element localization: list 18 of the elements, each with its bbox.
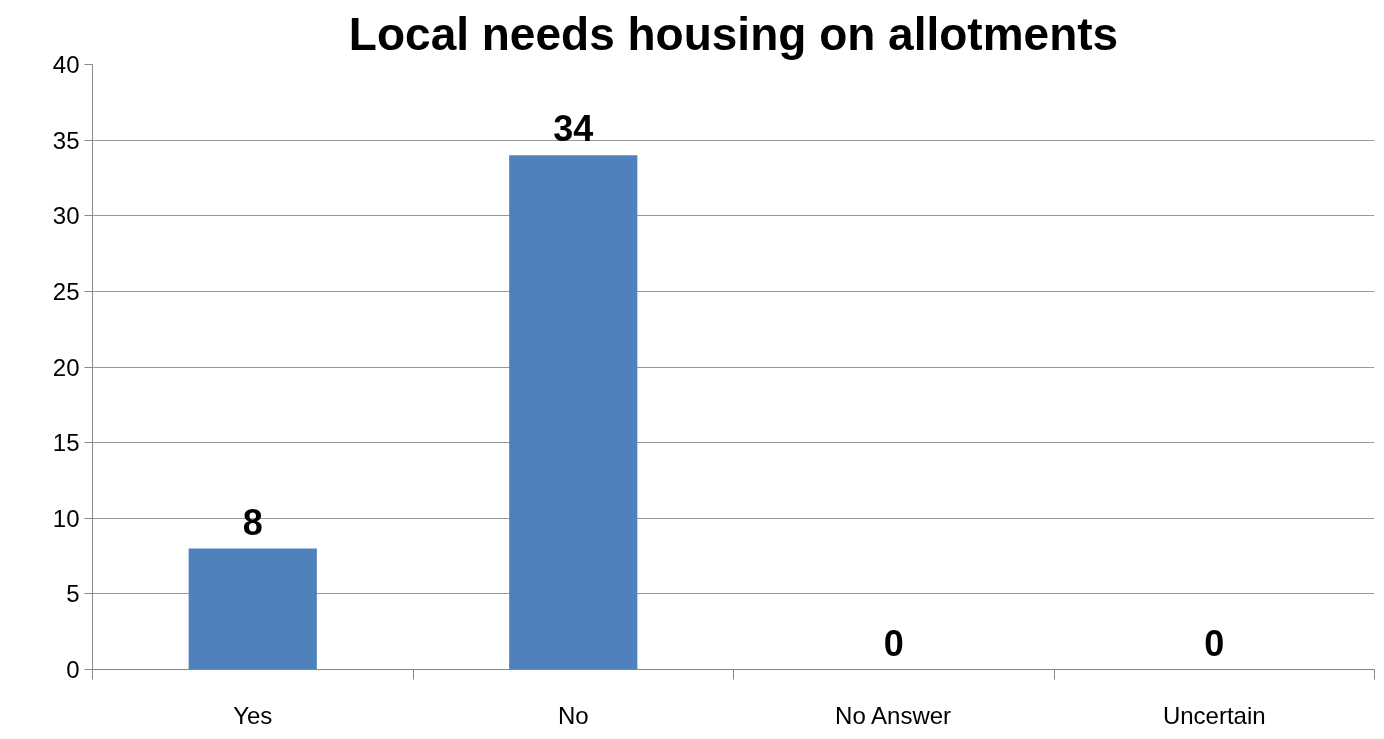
x-tick-label: No Answer <box>835 701 952 729</box>
chart-title: Local needs housing on allotments <box>348 7 1119 60</box>
y-tick-label: 25 <box>52 277 80 305</box>
y-tick-label: 40 <box>52 51 80 78</box>
data-label: 0 <box>1204 622 1225 664</box>
y-tick-label: 0 <box>66 656 80 683</box>
y-tick-label: 30 <box>52 202 80 230</box>
x-tick-label: Yes <box>233 701 273 729</box>
data-label: 34 <box>553 108 594 150</box>
y-tick-label: 20 <box>52 353 80 381</box>
y-tick-label: 15 <box>52 429 80 457</box>
x-tick-label: No <box>557 701 589 729</box>
data-label: 0 <box>883 622 904 664</box>
data-label: 8 <box>242 501 263 543</box>
x-tick-label: Uncertain <box>1162 701 1266 729</box>
y-tick-label: 35 <box>52 126 80 154</box>
y-tick-label: 5 <box>66 580 80 608</box>
y-tick-label: 10 <box>52 504 80 532</box>
